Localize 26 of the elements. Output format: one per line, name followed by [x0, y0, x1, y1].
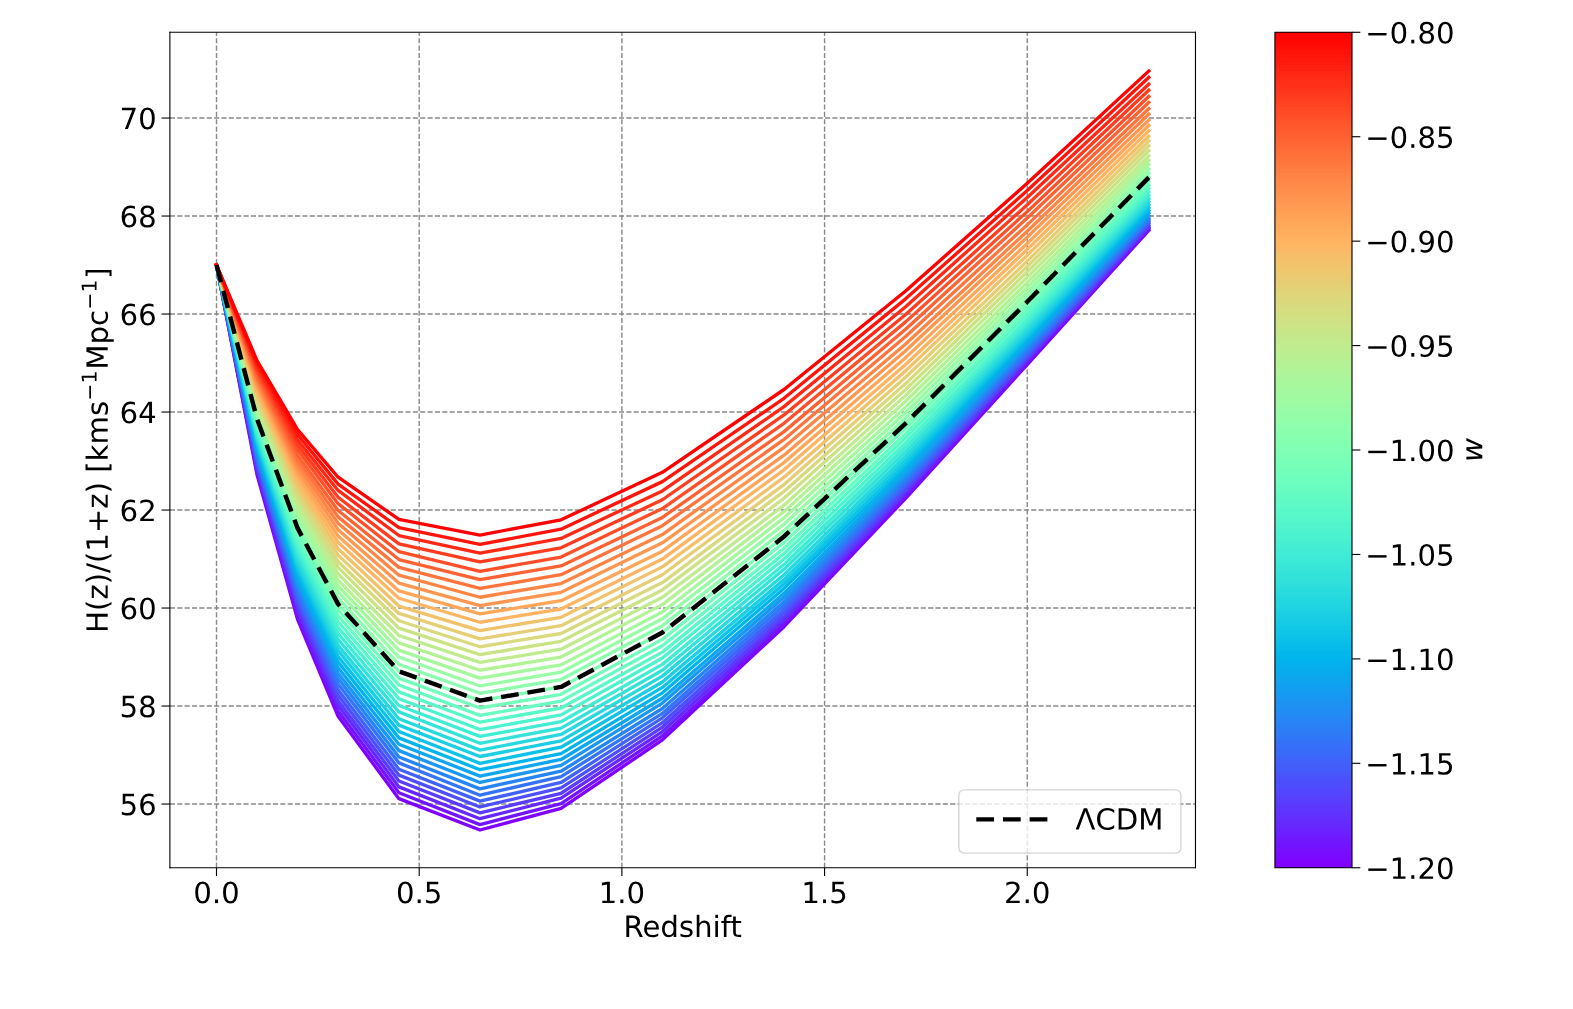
- y-tick-label: 56: [121, 793, 155, 816]
- y-tick-label: 68: [121, 205, 155, 228]
- x-tick-label: 1.5: [804, 881, 846, 904]
- y-tick-label: 70: [121, 107, 155, 130]
- color-bar-title: w: [1466, 438, 1483, 460]
- legend-label: ΛCDM: [1075, 807, 1161, 831]
- color-bar-label: −1.20: [1368, 857, 1453, 880]
- color-bar-label: −0.85: [1368, 126, 1453, 149]
- x-tick-label: 1.0: [601, 881, 644, 904]
- x-tick-label: 0.0: [195, 881, 238, 904]
- y-tick-label: 64: [121, 401, 156, 424]
- x-tick-label: 0.5: [397, 881, 440, 904]
- y-tick-label: 62: [121, 499, 154, 522]
- color-bar-label: −1.00: [1368, 439, 1453, 462]
- color-bar-label: −1.15: [1368, 753, 1453, 775]
- x-axis-title: Redshift: [626, 914, 742, 938]
- y-tick-label: 58: [121, 695, 155, 718]
- color-bar-label: −0.90: [1368, 230, 1453, 253]
- color-bar-label: −1.10: [1368, 648, 1453, 671]
- y-tick-label: 60: [121, 597, 155, 620]
- y-axis-title: H(z)/(1+z) [kms$^{−1}$Mpc$^{−1}$]: [81, 269, 114, 631]
- color-bar-label: −0.95: [1368, 335, 1453, 358]
- y-tick-label: 66: [121, 303, 155, 326]
- x-tick-label: 2.0: [1006, 881, 1049, 904]
- color-bar-label: −1.05: [1368, 543, 1453, 566]
- color-bar-label: −0.80: [1368, 21, 1453, 44]
